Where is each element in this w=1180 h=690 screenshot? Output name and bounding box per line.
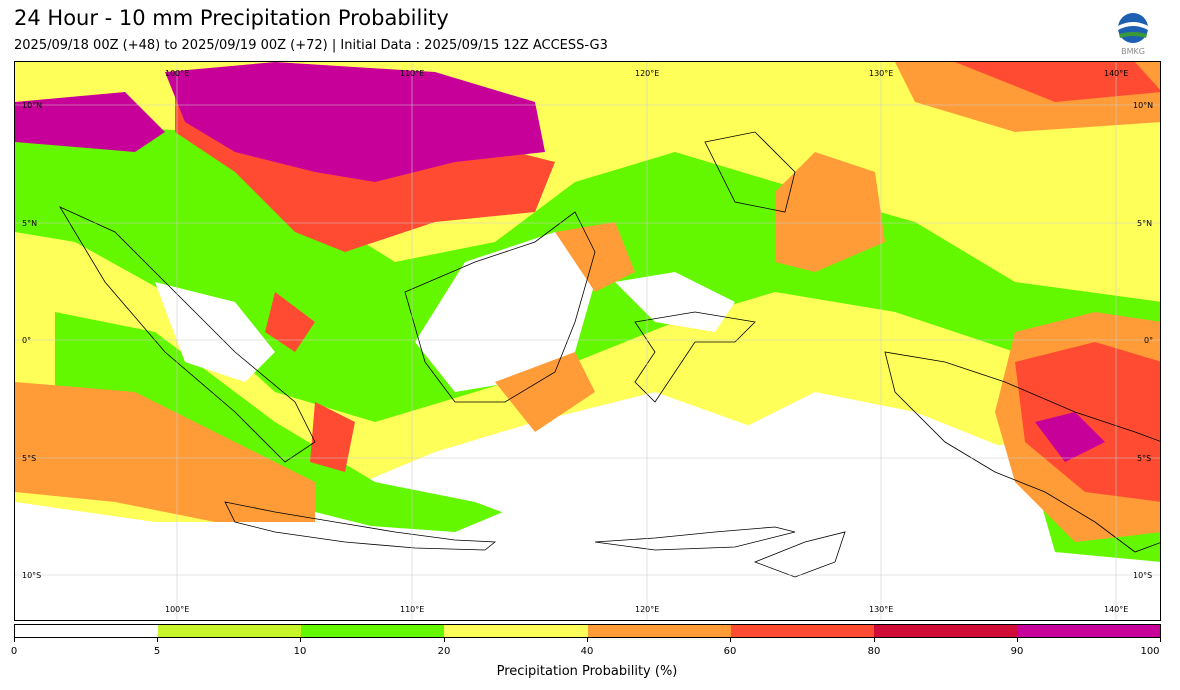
colorbar	[14, 624, 1161, 638]
colorbar-tick-label: 90	[1010, 646, 1024, 657]
lon-label-top: 100°E	[165, 69, 190, 78]
colorbar-segment	[15, 625, 159, 637]
colorbar-segment	[158, 625, 302, 637]
lon-label-top: 130°E	[869, 69, 894, 78]
colorbar-segment	[301, 625, 445, 637]
colorbar-tick	[874, 638, 875, 642]
lon-label-top: 140°E	[1104, 69, 1129, 78]
lat-label-left: 5°S	[22, 454, 37, 463]
bmkg-logo: BMKG	[1115, 12, 1151, 56]
colorbar-tick-label: 0	[10, 646, 18, 657]
colorbar-title: Precipitation Probability (%)	[496, 664, 678, 679]
lat-label-right: 0°	[1144, 336, 1154, 345]
lat-label-right: 5°S	[1137, 454, 1152, 463]
lat-label-left: 10°N	[22, 101, 43, 110]
lat-label-right: 10°S	[1133, 571, 1153, 580]
lon-label-bottom: 100°E	[165, 605, 190, 614]
lon-label-bottom: 110°E	[400, 605, 425, 614]
colorbar-tick	[157, 638, 158, 642]
colorbar-tick-label: 80	[867, 646, 881, 657]
map-subtitle: 2025/09/18 00Z (+48) to 2025/09/19 00Z (…	[14, 38, 608, 53]
map-canvas	[15, 62, 1160, 620]
colorbar-tick	[300, 638, 301, 642]
colorbar-segment	[730, 625, 874, 637]
colorbar-tick	[1160, 638, 1161, 642]
lat-label-left: 10°S	[22, 571, 42, 580]
colorbar-tick	[14, 638, 15, 642]
colorbar-tick	[730, 638, 731, 642]
colorbar-tick-label: 5	[153, 646, 161, 657]
colorbar-segment	[444, 625, 588, 637]
colorbar-segment	[587, 625, 731, 637]
colorbar-tick-label: 10	[293, 646, 307, 657]
colorbar-tick	[587, 638, 588, 642]
colorbar-tick-label: 40	[580, 646, 594, 657]
lon-label-bottom: 130°E	[869, 605, 894, 614]
colorbar-tick	[444, 638, 445, 642]
lon-label-bottom: 120°E	[635, 605, 660, 614]
colorbar-segment	[873, 625, 1017, 637]
lon-label-top: 110°E	[400, 69, 425, 78]
colorbar-tick	[1017, 638, 1018, 642]
lon-label-bottom: 140°E	[1104, 605, 1129, 614]
map-title: 24 Hour - 10 mm Precipitation Probabilit…	[14, 6, 449, 30]
colorbar-segment	[1016, 625, 1160, 637]
svg-text:BMKG: BMKG	[1121, 47, 1145, 56]
lat-label-right: 10°N	[1133, 101, 1154, 110]
lat-label-left: 5°N	[22, 219, 38, 228]
colorbar-tick-label: 20	[437, 646, 451, 657]
lat-label-left: 0°	[22, 336, 32, 345]
lon-label-top: 120°E	[635, 69, 660, 78]
colorbar-tick-label: 100	[1140, 646, 1160, 657]
colorbar-tick-label: 60	[723, 646, 737, 657]
precipitation-map: 100°E 110°E 120°E 130°E 140°E 100°E 110°…	[14, 61, 1161, 621]
lat-label-right: 5°N	[1137, 219, 1153, 228]
